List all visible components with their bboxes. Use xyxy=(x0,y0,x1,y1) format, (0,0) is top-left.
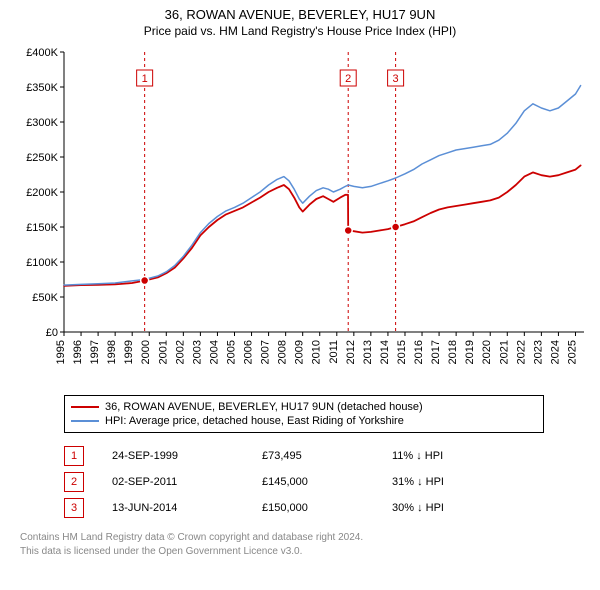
legend-swatch xyxy=(71,420,99,422)
legend-label: HPI: Average price, detached house, East… xyxy=(105,415,404,427)
svg-text:2018: 2018 xyxy=(447,340,459,364)
svg-text:£250K: £250K xyxy=(26,152,58,164)
transaction-id-box: 3 xyxy=(64,498,84,518)
footer-line-1: Contains HM Land Registry data © Crown c… xyxy=(20,531,592,545)
transaction-date: 02-SEP-2011 xyxy=(112,476,262,488)
legend-swatch xyxy=(71,406,99,408)
transaction-price: £145,000 xyxy=(262,476,392,488)
svg-text:2022: 2022 xyxy=(515,340,527,364)
transaction-delta: 30% ↓ HPI xyxy=(392,502,512,514)
svg-text:2025: 2025 xyxy=(566,340,578,364)
legend: 36, ROWAN AVENUE, BEVERLEY, HU17 9UN (de… xyxy=(64,395,544,433)
transaction-row: 3 13-JUN-2014£150,00030% ↓ HPI xyxy=(64,495,592,521)
svg-text:2017: 2017 xyxy=(430,340,442,364)
transaction-delta: 11% ↓ HPI xyxy=(392,450,512,462)
svg-text:2002: 2002 xyxy=(174,340,186,364)
svg-text:2024: 2024 xyxy=(549,340,561,364)
transaction-date: 24-SEP-1999 xyxy=(112,450,262,462)
svg-text:2: 2 xyxy=(345,73,351,85)
transaction-date: 13-JUN-2014 xyxy=(112,502,262,514)
svg-text:3: 3 xyxy=(393,73,399,85)
page-title: 36, ROWAN AVENUE, BEVERLEY, HU17 9UN xyxy=(8,6,592,24)
page-subtitle: Price paid vs. HM Land Registry's House … xyxy=(8,24,592,38)
svg-text:£150K: £150K xyxy=(26,222,58,234)
svg-text:2005: 2005 xyxy=(225,340,237,364)
svg-text:2015: 2015 xyxy=(396,340,408,364)
transaction-delta: 31% ↓ HPI xyxy=(392,476,512,488)
price-chart: £0 £50K £100K £150K £200K £250K £300K £350K £400… xyxy=(8,44,592,389)
svg-text:2021: 2021 xyxy=(498,340,510,364)
svg-text:2011: 2011 xyxy=(328,340,340,364)
svg-text:2012: 2012 xyxy=(345,340,357,364)
svg-text:1: 1 xyxy=(142,73,148,85)
svg-text:1997: 1997 xyxy=(89,340,101,364)
svg-text:2006: 2006 xyxy=(243,340,255,364)
svg-text:2023: 2023 xyxy=(532,340,544,364)
svg-text:2016: 2016 xyxy=(413,340,425,364)
transaction-row: 2 02-SEP-2011£145,00031% ↓ HPI xyxy=(64,469,592,495)
footer-line-2: This data is licensed under the Open Gov… xyxy=(20,545,592,559)
svg-text:2004: 2004 xyxy=(208,340,220,364)
svg-text:2001: 2001 xyxy=(157,340,169,364)
chart-svg: £0 £50K £100K £150K £200K £250K £300K £350K £400… xyxy=(8,44,592,384)
svg-text:2003: 2003 xyxy=(191,340,203,364)
svg-text:1998: 1998 xyxy=(106,340,118,364)
svg-text:2000: 2000 xyxy=(140,340,152,364)
svg-text:2020: 2020 xyxy=(481,340,493,364)
transaction-id-box: 2 xyxy=(64,472,84,492)
footer-attribution: Contains HM Land Registry data © Crown c… xyxy=(20,531,592,558)
transaction-price: £73,495 xyxy=(262,450,392,462)
svg-text:£200K: £200K xyxy=(26,187,58,199)
svg-text:2008: 2008 xyxy=(277,340,289,364)
svg-text:£50K: £50K xyxy=(32,292,58,304)
svg-text:£300K: £300K xyxy=(26,117,58,129)
svg-text:£0: £0 xyxy=(46,327,58,339)
svg-text:£400K: £400K xyxy=(26,47,58,59)
transaction-row: 1 24-SEP-1999£73,49511% ↓ HPI xyxy=(64,443,592,469)
svg-text:2014: 2014 xyxy=(379,340,391,364)
svg-text:2009: 2009 xyxy=(294,340,306,364)
svg-text:2007: 2007 xyxy=(260,340,272,364)
svg-text:2010: 2010 xyxy=(311,340,323,364)
svg-text:£350K: £350K xyxy=(26,82,58,94)
transactions-table: 1 24-SEP-1999£73,49511% ↓ HPI 2 02-SEP-2011… xyxy=(64,443,592,521)
svg-text:1999: 1999 xyxy=(123,340,135,364)
legend-item: HPI: Average price, detached house, East… xyxy=(71,414,537,428)
legend-label: 36, ROWAN AVENUE, BEVERLEY, HU17 9UN (de… xyxy=(105,401,423,413)
svg-text:2013: 2013 xyxy=(362,340,374,364)
svg-text:1995: 1995 xyxy=(55,340,67,364)
svg-text:£100K: £100K xyxy=(26,257,58,269)
svg-text:1996: 1996 xyxy=(72,340,84,364)
legend-item: 36, ROWAN AVENUE, BEVERLEY, HU17 9UN (de… xyxy=(71,400,537,414)
transaction-id-box: 1 xyxy=(64,446,84,466)
transaction-price: £150,000 xyxy=(262,502,392,514)
svg-text:2019: 2019 xyxy=(464,340,476,364)
